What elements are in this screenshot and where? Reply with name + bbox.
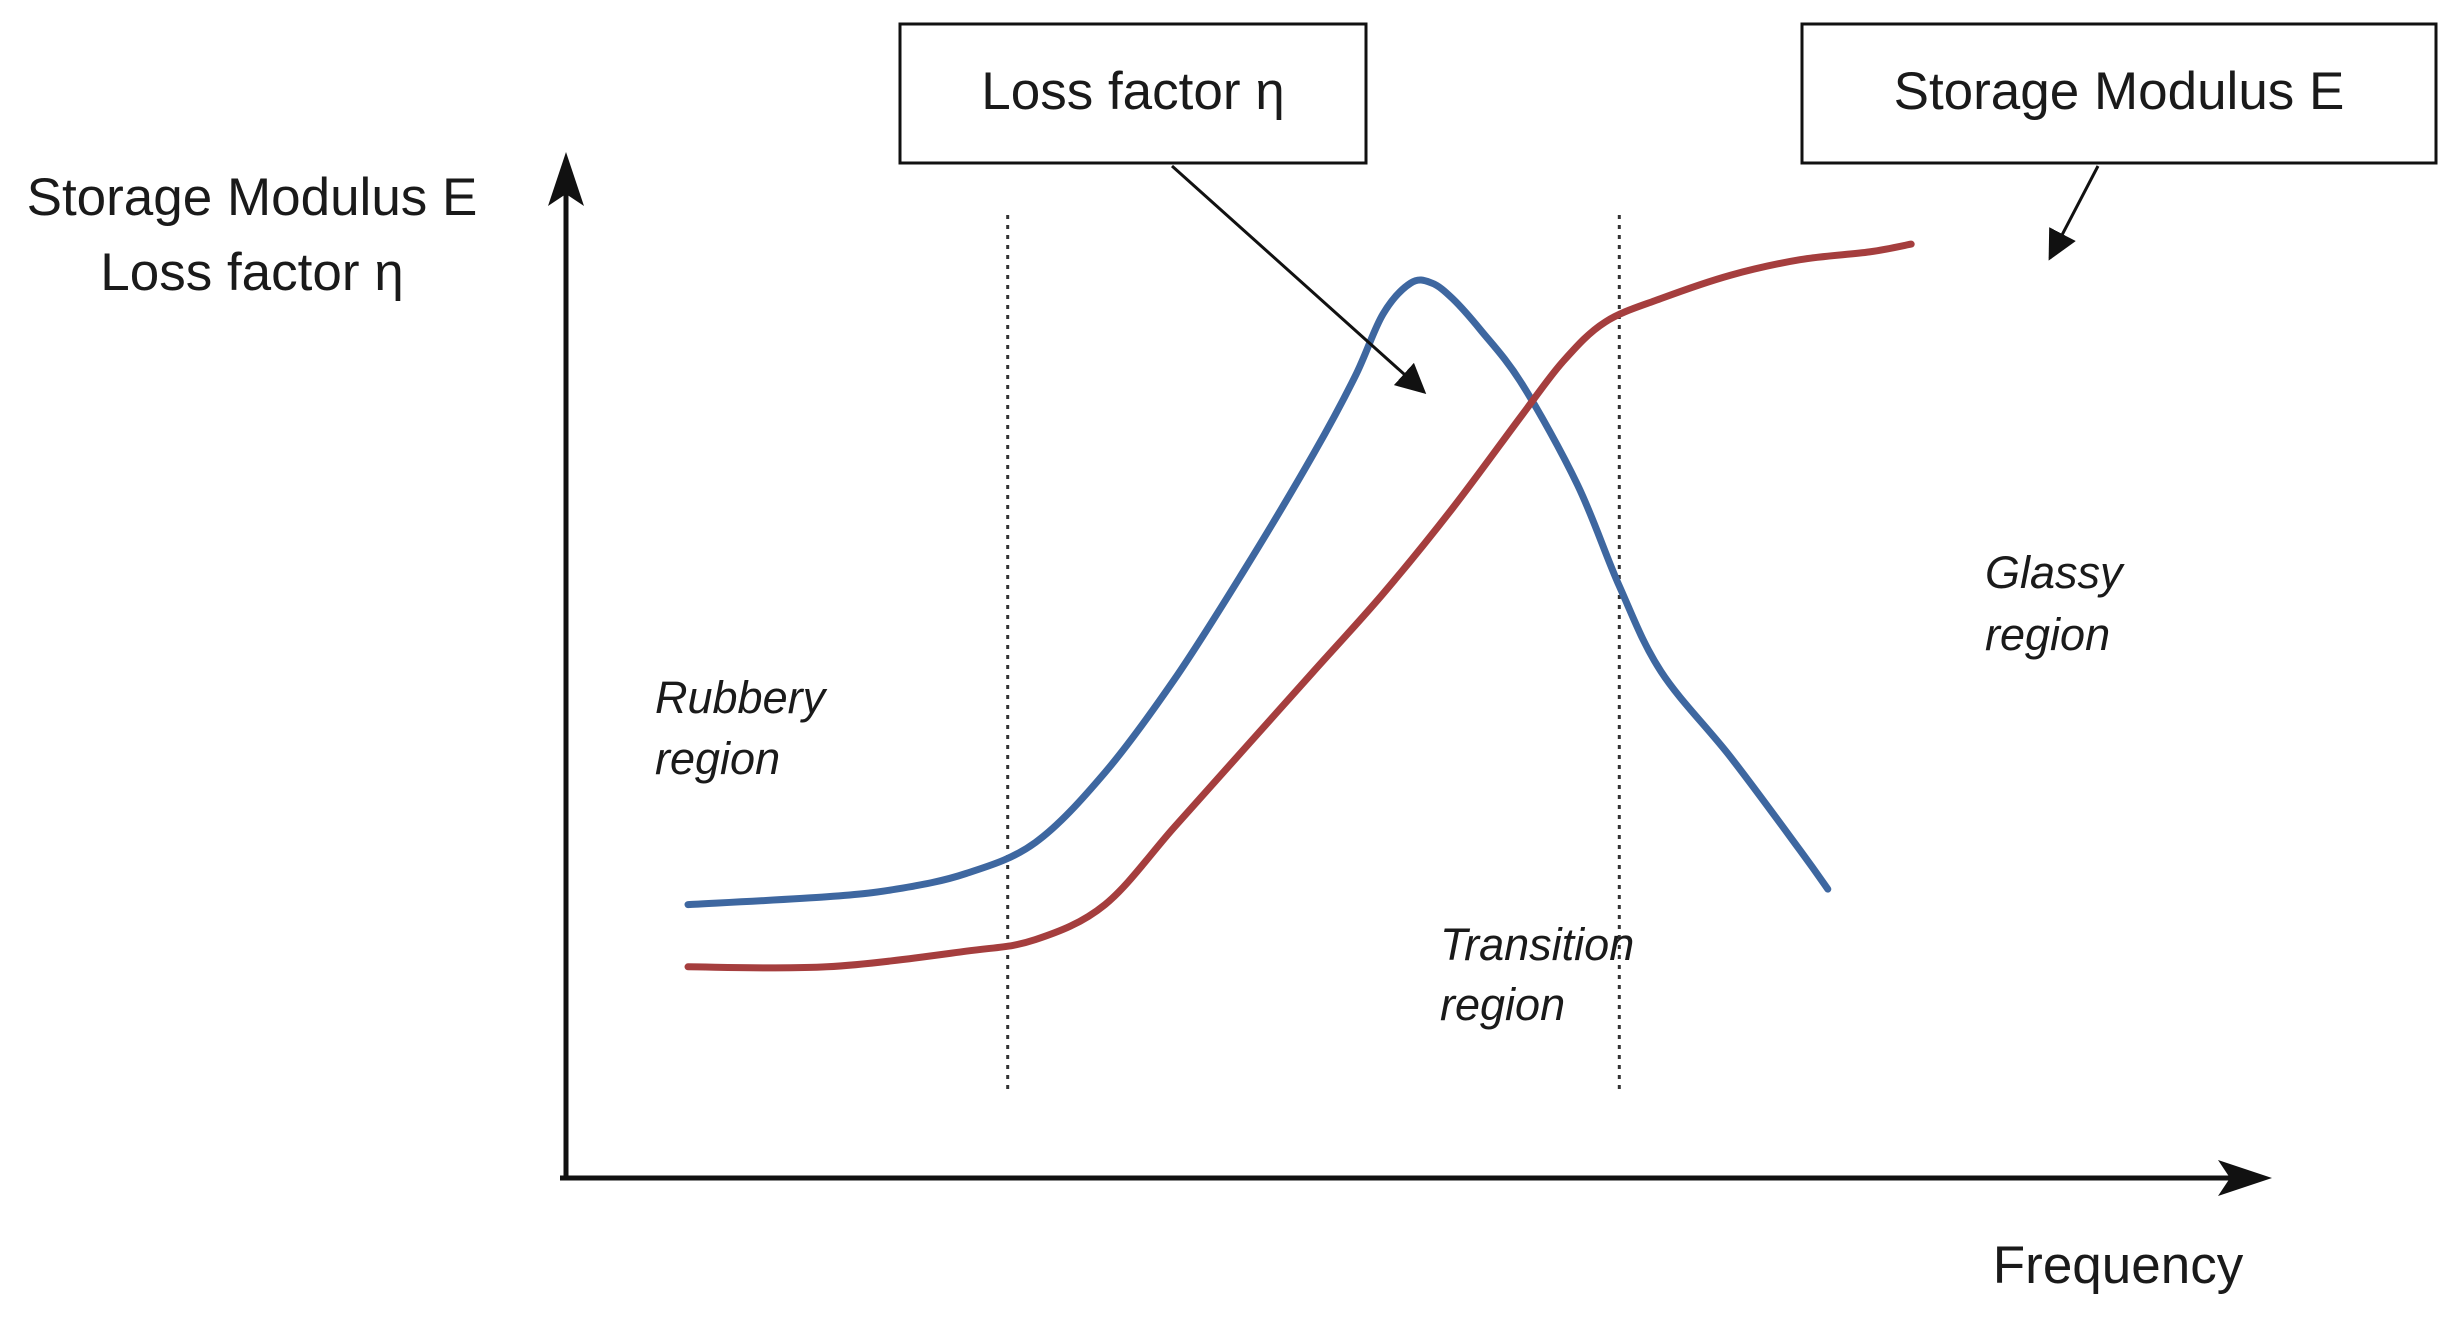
callout-loss-factor-text: Loss factor η	[981, 62, 1284, 121]
series-group	[684, 240, 1915, 972]
region-label-rubbery-line-2: region	[655, 733, 780, 784]
callout-loss-factor: Loss factor η	[898, 22, 1427, 395]
y-axis-label-line-1: Storage Modulus E	[27, 168, 478, 227]
callout-storage-modulus: Storage Modulus E	[1800, 22, 2438, 261]
region-label-transition-line-1: Transition	[1440, 919, 1634, 970]
callout-loss-factor-arrow	[1170, 164, 1427, 395]
callout-storage-modulus-text: Storage Modulus E	[1894, 62, 2345, 121]
region-label-glassy-line-2: region	[1985, 609, 2110, 660]
region-label-glassy-line-1: Glassy	[1985, 547, 2125, 598]
region-label-transition-line-2: region	[1440, 979, 1565, 1030]
callout-loss-factor-box	[898, 22, 1368, 165]
x-axis-label: Frequency	[1993, 1236, 2244, 1295]
y-axis-label-line-2: Loss factor η	[100, 243, 403, 302]
y-axis-arrow	[548, 152, 584, 206]
callout-storage-modulus-arrow	[2048, 165, 2100, 261]
series-line-loss	[684, 276, 1832, 909]
callout-storage-modulus-box	[1800, 22, 2438, 165]
series-line-storage	[684, 240, 1915, 972]
region-label-rubbery-line-1: Rubbery	[655, 672, 828, 723]
x-axis-arrow	[2218, 1160, 2272, 1196]
axes	[548, 152, 2272, 1196]
